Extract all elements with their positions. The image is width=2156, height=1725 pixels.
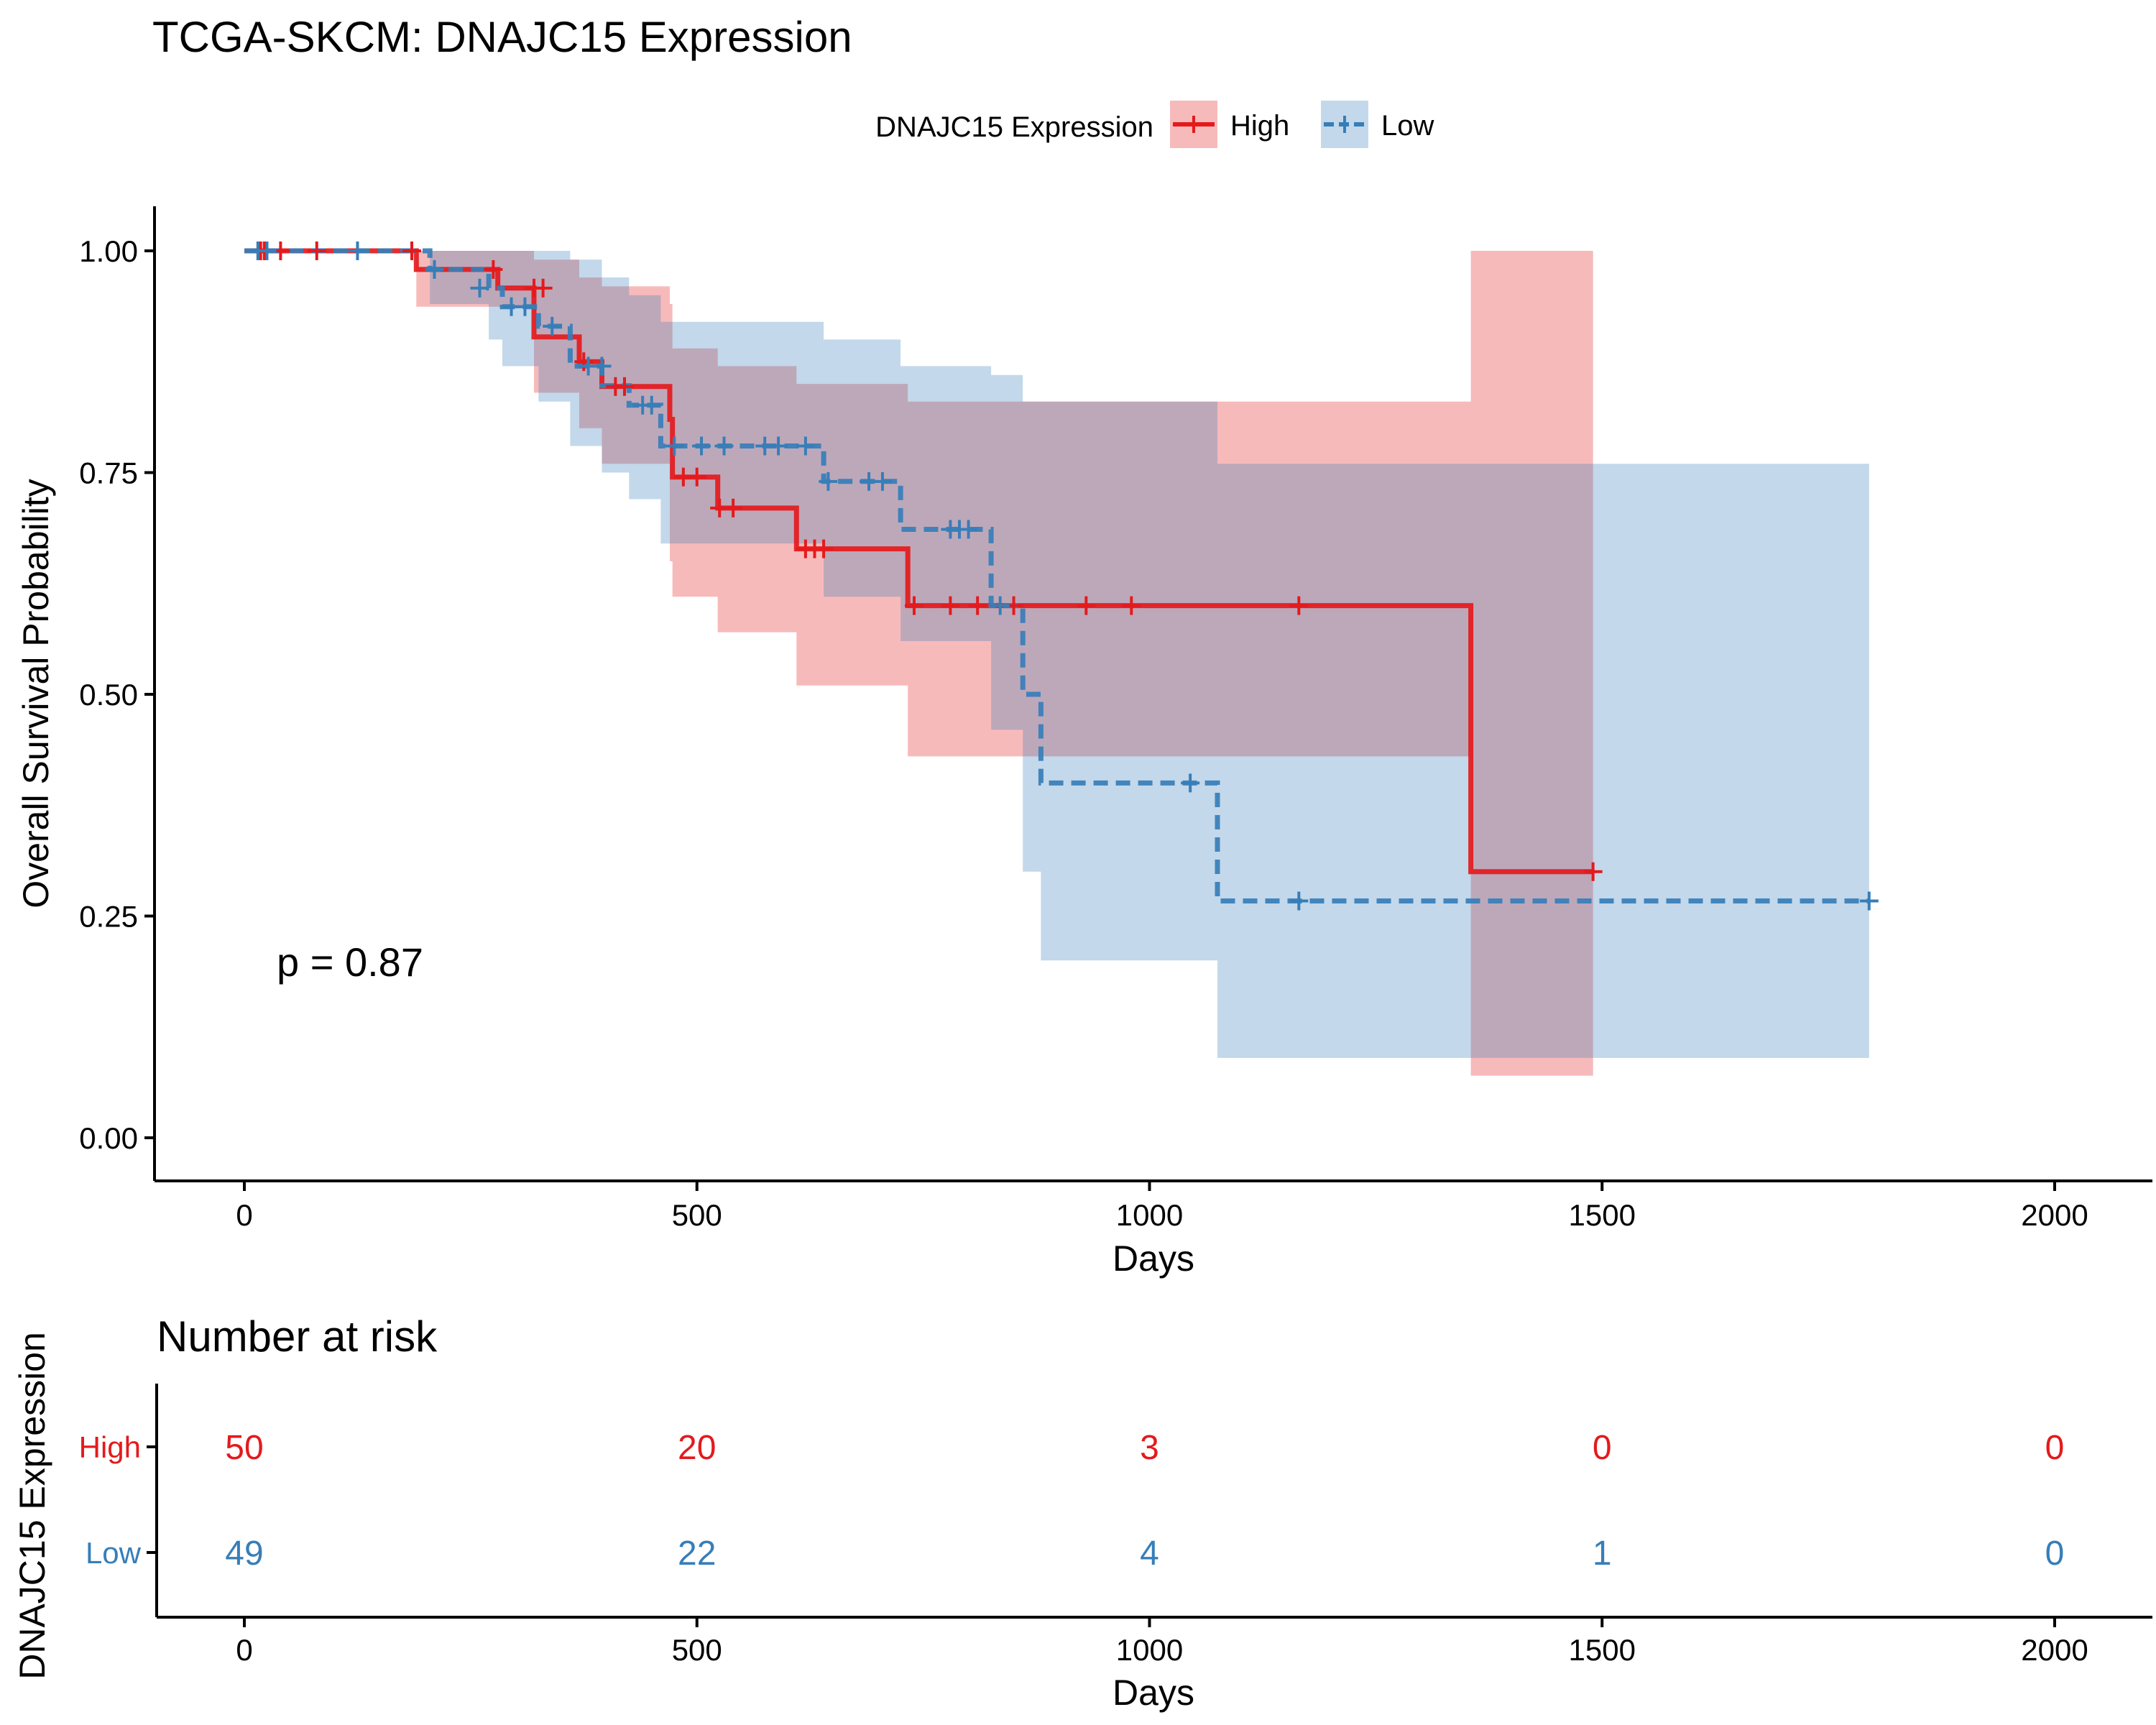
ci-band-high [244, 251, 1593, 1076]
x-tick-label: 0 [236, 1198, 252, 1232]
censor-mark-high [814, 539, 834, 558]
legend-item-high: High [1170, 101, 1289, 148]
legend: DNAJC15 Expression High Low [875, 101, 1434, 148]
risk-table-title: Number at risk [157, 1312, 438, 1361]
y-axis-ticks: 0.00 0.25 0.50 0.75 1.00 [79, 234, 155, 1155]
censor-mark-high [1077, 596, 1096, 615]
risk-x-tick-label: 500 [672, 1633, 722, 1667]
censor-mark-high [574, 352, 594, 372]
legend-label-high: High [1230, 110, 1289, 142]
y-tick-label: 0.75 [79, 456, 138, 490]
censor-mark-high [905, 596, 924, 615]
y-tick-label: 0.25 [79, 900, 138, 934]
censor-mark-low [769, 436, 788, 456]
risk-count: 49 [225, 1535, 263, 1573]
censor-mark-high [614, 377, 634, 396]
x-axis-title: Days [1112, 1238, 1194, 1279]
risk-row-high: High 50 20 3 0 0 [79, 1429, 2065, 1467]
x-tick-label: 1000 [1116, 1198, 1183, 1232]
risk-count: 0 [2045, 1429, 2065, 1467]
censor-marks [248, 242, 1879, 911]
survival-curves [244, 248, 1869, 903]
risk-table: Number at risk High 50 20 3 0 0 Low 49 22 4 1 0 0 50… [12, 1312, 2152, 1713]
censor-mark-high [484, 259, 503, 279]
censor-mark-low [872, 472, 892, 491]
censor-mark-high [941, 596, 960, 615]
y-tick-label: 0.50 [79, 678, 138, 712]
risk-x-tick-label: 1500 [1569, 1633, 1636, 1667]
x-axis-ticks: 0 500 1000 1500 2000 [236, 1181, 2088, 1232]
censor-mark-low [592, 356, 612, 376]
censor-mark-low [515, 297, 535, 316]
censor-mark-low [714, 436, 734, 456]
risk-count: 20 [678, 1429, 716, 1467]
censor-mark-low [990, 596, 1010, 615]
risk-x-axis-ticks: 0 500 1000 1500 2000 [236, 1617, 2088, 1667]
risk-x-tick-label: 0 [236, 1633, 252, 1667]
censor-mark-low [665, 436, 684, 456]
risk-count: 22 [678, 1535, 716, 1573]
censor-mark-low [1181, 773, 1200, 793]
censor-mark-high [968, 596, 987, 615]
x-tick-label: 2000 [2021, 1198, 2088, 1232]
survival-plot: 0 500 1000 1500 2000 0.00 0.25 0.50 0.75 1.00 Da… [16, 206, 2152, 1279]
censor-mark-low [1289, 891, 1309, 911]
x-tick-label: 1500 [1569, 1198, 1636, 1232]
legend-item-low: Low [1321, 101, 1434, 148]
legend-label-low: Low [1381, 110, 1434, 142]
censor-mark-high [1122, 596, 1141, 615]
y-tick-label: 0.00 [79, 1121, 138, 1155]
ci-band-low [244, 251, 1869, 1058]
risk-row-low: Low 49 22 4 1 0 [86, 1535, 2064, 1573]
risk-count: 1 [1593, 1535, 1612, 1573]
survival-curve-high [244, 248, 1593, 875]
chart-title: TCGA-SKCM: DNAJC15 Expression [152, 13, 852, 61]
censor-mark-low [819, 472, 838, 491]
risk-rows: High 50 20 3 0 0 Low 49 22 4 1 0 [79, 1429, 2065, 1573]
risk-x-axis-title: Days [1112, 1673, 1194, 1713]
risk-y-axis-title: DNAJC15 Expression [12, 1332, 52, 1680]
risk-count: 0 [1593, 1429, 1612, 1467]
legend-items: High Low [1170, 101, 1434, 148]
censor-mark-low [692, 436, 711, 456]
risk-x-tick-label: 1000 [1116, 1633, 1183, 1667]
censor-mark-low [796, 436, 815, 456]
risk-x-tick-label: 2000 [2021, 1633, 2088, 1667]
censor-mark-low [543, 316, 562, 336]
risk-count: 0 [2045, 1535, 2065, 1573]
x-tick-label: 500 [672, 1198, 722, 1232]
risk-group-label: High [79, 1430, 141, 1464]
censor-mark-high [402, 242, 422, 260]
censor-mark-high [1289, 596, 1309, 615]
y-tick-label: 1.00 [79, 234, 138, 268]
risk-count: 50 [225, 1429, 263, 1467]
censor-mark-low [348, 242, 367, 260]
censor-mark-low [257, 242, 277, 260]
p-value-annotation: p = 0.87 [277, 939, 423, 985]
risk-count: 3 [1140, 1429, 1159, 1467]
censor-mark-high [1583, 862, 1603, 881]
risk-count: 4 [1140, 1535, 1159, 1573]
censor-mark-low [470, 278, 489, 298]
censor-mark-high [533, 278, 553, 298]
y-axis-title: Overall Survival Probability [16, 479, 56, 908]
censor-mark-high [724, 498, 743, 518]
censor-mark-low [1859, 891, 1879, 911]
censor-mark-low [642, 395, 661, 415]
legend-title: DNAJC15 Expression [875, 111, 1153, 143]
censor-mark-low [959, 520, 978, 539]
censor-mark-low [425, 259, 444, 279]
survival-curve-low [244, 248, 1869, 903]
censor-mark-high [307, 242, 326, 260]
censor-mark-high [687, 467, 706, 487]
risk-group-label: Low [86, 1536, 142, 1570]
confidence-bands [244, 251, 1869, 1076]
